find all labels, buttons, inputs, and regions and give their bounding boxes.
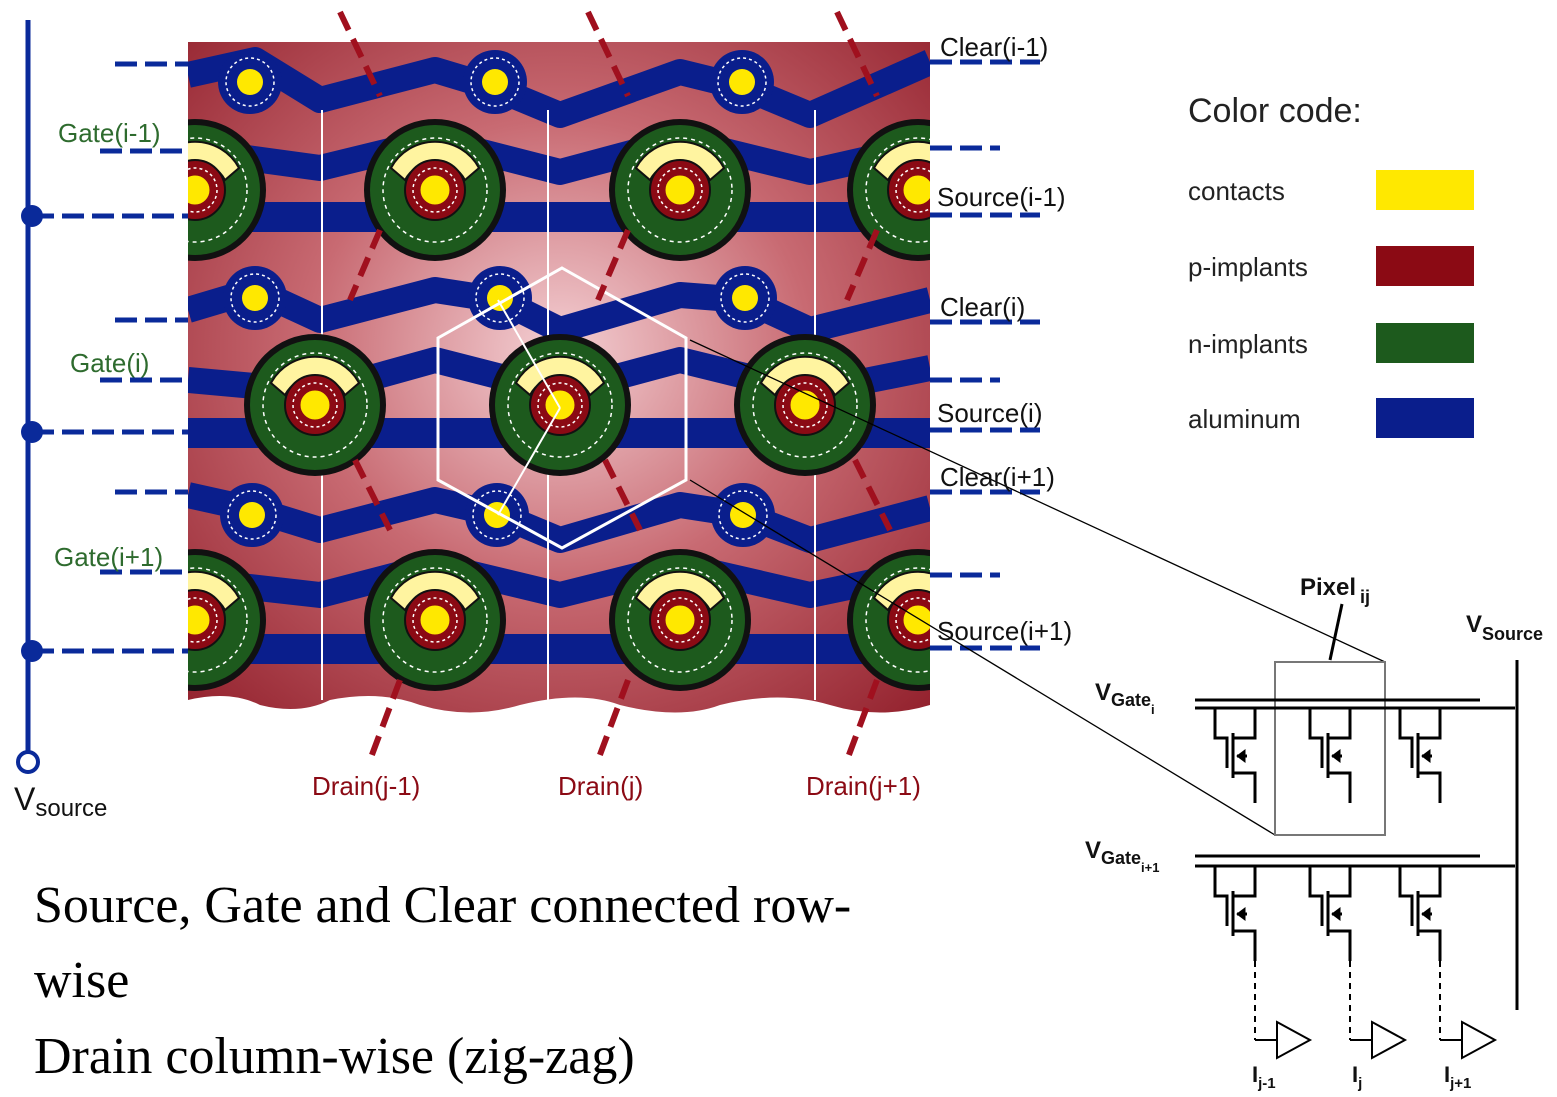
drain-lines [337,10,893,762]
circuit-labels: Pixel ij VSource VGatei VGatei+1 Ij-1 Ij … [1085,574,1543,1092]
pixel-cell [609,119,751,261]
clear-contact [220,483,284,547]
transistor-symbol [1308,708,1352,803]
circuit-schematic [1195,603,1519,1060]
source-label: Source(i-1) [937,182,1066,212]
clear-contact [218,50,282,114]
current-label: Ij+1 [1444,1062,1471,1092]
gate-label: Gate(i) [70,348,149,378]
clear-contact [710,50,774,114]
vgate-i-label: VGatei [1095,679,1155,717]
clear-label: Clear(i+1) [940,462,1055,492]
pixel-array [188,42,930,730]
vsource-label: Vsource [14,781,107,822]
clear-contact [711,483,775,547]
pixel-cell [847,549,930,691]
legend-label: p-implants [1188,252,1308,282]
pixel-cell [847,119,930,261]
legend-title: Color code: [1188,92,1362,130]
legend-label: aluminum [1188,404,1301,434]
row-labels: Gate(i-1) Gate(i) Gate(i+1) Clear(i-1) C… [54,32,1072,646]
pixel-cell [489,334,631,476]
clear-contact [713,266,777,330]
amplifier-symbol [1349,961,1408,1060]
transistor-symbol [1213,866,1257,961]
legend-label: contacts [1188,176,1285,206]
pixel-cell [188,119,266,261]
pixel-label: Pixel ij [1300,574,1370,607]
vsource-bus [16,20,190,774]
legend-swatch [1376,170,1474,210]
vsource-terminal [16,750,40,774]
clear-contact [468,266,532,330]
pixel-cell [188,549,266,691]
color-legend: Color code: contacts p-implants n-implants… [1188,92,1474,438]
gate-label: Gate(i-1) [58,118,161,148]
clear-label: Clear(i-1) [940,32,1048,62]
legend-swatch [1376,246,1474,286]
current-label: Ij [1352,1062,1362,1092]
pixel-outline [436,266,688,550]
legend-swatch [1376,323,1474,363]
current-label: Ij-1 [1252,1062,1276,1092]
zoom-lines [689,339,1386,836]
caption-line: Drain column-wise (zig-zag) [34,1027,635,1085]
caption-text: Source, Gate and Clear connected row- wi… [34,868,851,1094]
drain-label: Drain(j+1) [806,771,921,801]
drain-labels: Drain(j-1) Drain(j) Drain(j+1) [312,771,921,801]
amplifier-symbol [1439,961,1498,1060]
pixel-cell [364,549,506,691]
drain-label: Drain(j) [558,771,643,801]
caption-line: wise [34,952,130,1010]
clear-contact [465,483,529,547]
transistor-symbol [1398,708,1442,803]
vgate-i1-label: VGatei+1 [1085,837,1159,875]
pixel-cell [609,549,751,691]
source-label: Source(i+1) [937,616,1072,646]
caption-line: Source, Gate and Clear connected row- [34,877,852,934]
clear-label: Clear(i) [940,292,1025,322]
clear-contact [463,50,527,114]
drain-label: Drain(j-1) [312,771,420,801]
transistor-symbol [1213,708,1257,803]
transistor-symbol [1308,866,1352,961]
gate-label: Gate(i+1) [54,542,163,572]
source-label: Source(i) [937,398,1042,428]
transistor-symbol [1398,866,1442,961]
legend-label: n-implants [1188,329,1308,359]
pixel-cell [734,334,876,476]
pixel-cell [244,334,386,476]
clear-contact [223,266,287,330]
vsource-circuit-label: VSource [1466,611,1543,644]
pixel-cell [364,119,506,261]
legend-swatch [1376,398,1474,438]
amplifier-symbol [1254,961,1313,1060]
